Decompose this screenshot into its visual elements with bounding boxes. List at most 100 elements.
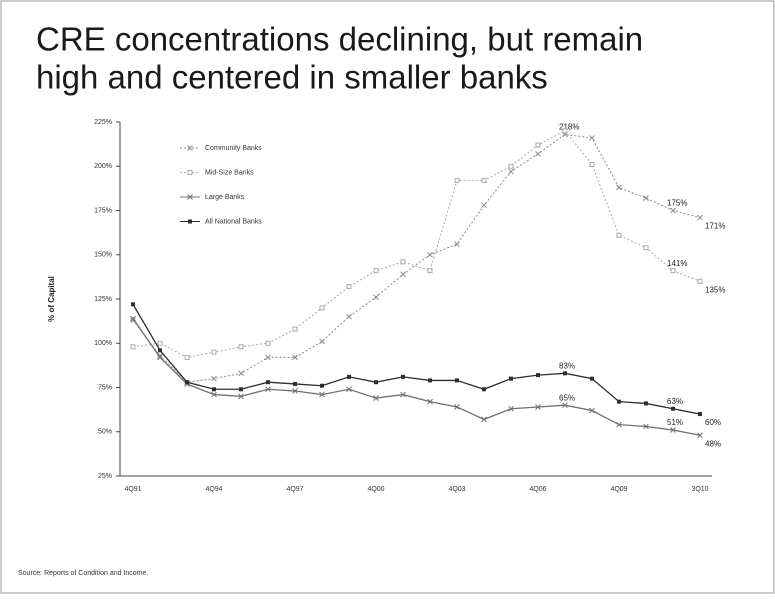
marker xyxy=(374,380,378,385)
marker xyxy=(428,378,432,383)
x-tick-label: 4Q94 xyxy=(205,486,222,493)
marker xyxy=(454,404,460,410)
value-label: 171% xyxy=(705,222,725,231)
marker xyxy=(454,241,460,247)
marker xyxy=(265,340,271,346)
value-label: 65% xyxy=(559,393,575,402)
marker xyxy=(373,268,379,274)
series-line xyxy=(132,303,701,415)
series-line xyxy=(132,130,701,358)
marker xyxy=(238,393,244,400)
marker xyxy=(238,344,244,350)
marker xyxy=(509,376,513,381)
marker xyxy=(590,376,594,381)
marker xyxy=(265,354,271,361)
marker xyxy=(616,421,622,428)
marker xyxy=(238,370,244,377)
marker xyxy=(563,371,567,376)
marker xyxy=(670,427,676,433)
marker xyxy=(697,214,703,221)
marker xyxy=(319,305,325,311)
marker xyxy=(535,142,541,148)
marker xyxy=(400,271,406,278)
slide-title: high and centered in smaller banks xyxy=(36,59,548,96)
marker xyxy=(187,170,193,175)
marker xyxy=(401,374,405,379)
marker xyxy=(535,404,541,410)
marker xyxy=(508,405,514,412)
x-tick-label: 4Q06 xyxy=(529,486,546,493)
x-tick-label: 4Q97 xyxy=(286,486,303,493)
value-label: 141% xyxy=(667,259,687,268)
marker xyxy=(211,375,217,382)
marker xyxy=(346,284,352,290)
series-line xyxy=(132,133,701,383)
marker xyxy=(400,391,406,398)
marker xyxy=(454,177,460,183)
marker xyxy=(211,391,217,398)
marker xyxy=(427,398,433,405)
marker xyxy=(346,386,352,393)
value-label: 48% xyxy=(705,439,721,448)
x-tick-label: 3Q10 xyxy=(691,486,708,493)
marker xyxy=(158,348,162,353)
marker xyxy=(698,412,702,417)
value-label: 60% xyxy=(705,418,721,427)
y-tick-label: 200% xyxy=(94,163,112,170)
marker xyxy=(697,432,703,439)
y-tick-label: 150% xyxy=(94,252,112,259)
marker xyxy=(184,354,190,360)
marker xyxy=(319,338,325,345)
marker xyxy=(319,391,325,398)
marker xyxy=(535,151,541,157)
value-label: 51% xyxy=(667,418,683,427)
y-tick-label: 175% xyxy=(94,207,112,214)
marker xyxy=(131,302,135,307)
value-label: 218% xyxy=(559,122,579,131)
y-axis-label: % of Capital xyxy=(47,276,56,322)
y-tick-label: 75% xyxy=(98,384,112,391)
marker xyxy=(157,354,163,361)
marker xyxy=(347,374,351,379)
legend-label: Large Banks xyxy=(205,194,245,201)
marker xyxy=(562,128,568,134)
marker xyxy=(643,423,649,430)
marker xyxy=(589,135,595,141)
y-tick-label: 100% xyxy=(94,340,112,347)
marker xyxy=(346,313,352,320)
marker xyxy=(697,278,703,284)
marker xyxy=(481,177,487,183)
legend-label: Community Banks xyxy=(205,145,262,152)
marker xyxy=(644,401,648,406)
legend-label: All National Banks xyxy=(205,218,262,225)
series-line xyxy=(132,318,701,436)
value-label: 175% xyxy=(667,199,687,208)
marker xyxy=(130,344,136,350)
marker xyxy=(373,294,379,301)
x-tick-label: 4Q00 xyxy=(367,486,384,493)
y-tick-label: 50% xyxy=(98,429,112,436)
marker xyxy=(373,395,379,401)
marker xyxy=(670,207,676,214)
marker xyxy=(266,380,270,385)
marker xyxy=(400,259,406,265)
y-tick-label: 125% xyxy=(94,296,112,303)
marker xyxy=(481,416,487,423)
marker xyxy=(482,387,486,392)
marker xyxy=(508,168,514,175)
marker xyxy=(185,380,189,385)
marker xyxy=(617,399,621,404)
value-label: 135% xyxy=(705,285,725,294)
marker xyxy=(211,349,217,355)
marker xyxy=(293,381,297,386)
marker xyxy=(643,245,649,251)
marker xyxy=(292,388,298,394)
marker xyxy=(562,402,568,409)
x-tick-label: 4Q09 xyxy=(610,486,627,493)
x-tick-label: 4Q91 xyxy=(124,486,141,493)
marker xyxy=(292,326,298,332)
value-label: 83% xyxy=(559,361,575,370)
slide-title: CRE concentrations declining, but remain xyxy=(36,21,643,58)
